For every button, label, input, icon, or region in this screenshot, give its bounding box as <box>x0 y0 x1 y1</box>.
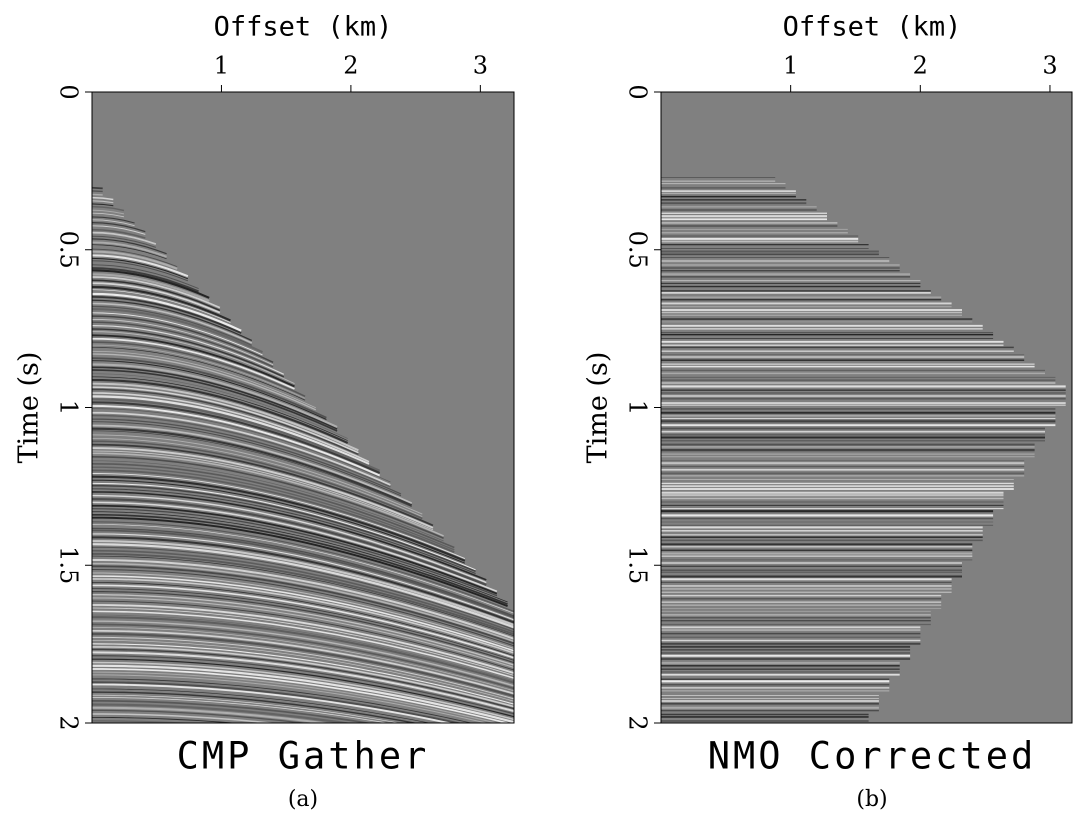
y-tick-label: 0.5 <box>624 231 652 269</box>
y-tick-label: 2 <box>55 715 83 730</box>
y-tick-label: 0 <box>624 84 652 99</box>
x-tick-label: 3 <box>473 52 488 80</box>
x-axis-label: Offset (km) <box>214 12 393 43</box>
x-tick-label: 2 <box>343 52 358 80</box>
y-tick-label: 1.5 <box>55 546 83 584</box>
image-background <box>661 92 1072 723</box>
x-tick-label: 2 <box>913 52 928 80</box>
panel-caption: (a) <box>288 787 318 812</box>
x-tick-label: 1 <box>783 52 798 80</box>
y-tick-label: 1.5 <box>624 546 652 584</box>
y-tick-label: 0 <box>55 84 83 99</box>
y-tick-label: 1 <box>624 400 652 415</box>
y-axis-label: Time (s) <box>14 352 45 464</box>
panel-title: NMO Corrected <box>708 735 1037 778</box>
seismic-image <box>92 92 514 723</box>
y-tick-label: 0.5 <box>55 231 83 269</box>
x-tick-label: 1 <box>214 52 229 80</box>
y-axis-label: Time (s) <box>583 352 614 464</box>
x-tick-label: 3 <box>1042 52 1057 80</box>
panel-caption: (b) <box>856 787 887 812</box>
y-tick-label: 1 <box>55 400 83 415</box>
y-tick-label: 2 <box>624 715 652 730</box>
seismic-image <box>661 92 1072 723</box>
x-axis-label: Offset (km) <box>783 12 962 43</box>
panel-title: CMP Gather <box>177 735 430 778</box>
